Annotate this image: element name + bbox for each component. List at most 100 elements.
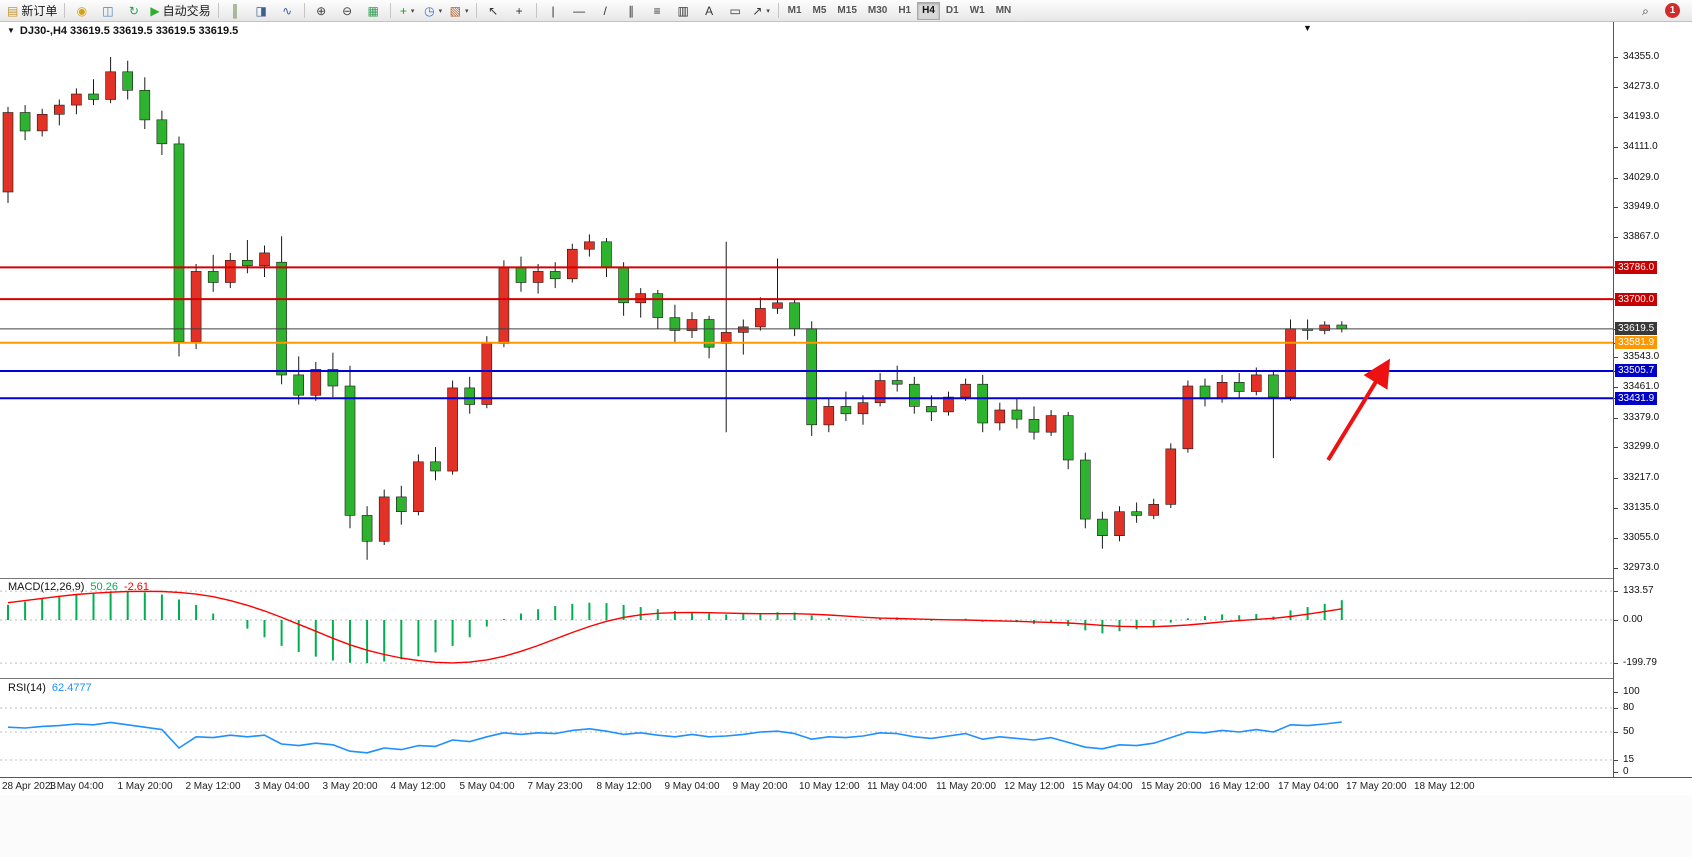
candle — [840, 406, 852, 415]
time-axis-label: 11 May 04:00 — [867, 781, 927, 792]
time-axis[interactable]: 28 Apr 2023 1 May 04:00 1 May 20:00 2 May 1… — [0, 777, 1692, 795]
candle — [498, 267, 510, 344]
macd-signal-line — [7, 590, 1342, 664]
line-chart-icon[interactable]: ∿ — [275, 1, 300, 21]
price-tag: 33619.5 — [1615, 322, 1658, 335]
candle — [190, 271, 202, 342]
price-axis[interactable]: 34355.0 34273.0 34193.0 34111.0 34029.0 33949… — [1613, 22, 1692, 777]
chart-area[interactable]: ▼ DJ30-,H4 33619.5 33619.5 33619.5 33619… — [0, 22, 1692, 795]
price-axis-label: 34193.0 — [1623, 111, 1660, 122]
timeframe-button-M5[interactable]: M5 — [812, 5, 827, 16]
candle — [549, 271, 561, 280]
candle — [994, 409, 1006, 424]
candle — [891, 380, 903, 385]
price-tag: 33505.7 — [1615, 364, 1658, 377]
toolbar-separator — [475, 3, 477, 18]
zoom-in-icon[interactable]: ⊕ — [309, 1, 334, 21]
chart-canvas[interactable] — [0, 22, 1613, 777]
macd-indicator-label: MACD(12,26,9) 50.26 -2.61 — [8, 581, 149, 593]
periods-icon: ◷ — [424, 3, 435, 18]
horizontal-line-icon[interactable]: — — [567, 1, 592, 21]
candle — [737, 326, 749, 333]
refresh-icon[interactable]: ↻ — [121, 1, 146, 21]
time-axis-label: 17 May 20:00 — [1346, 781, 1407, 792]
trend-arrow-annotation[interactable] — [1326, 358, 1391, 462]
periods-icon[interactable]: ◷ ▾ — [421, 1, 446, 21]
time-axis-label: 7 May 23:00 — [527, 781, 583, 792]
bar-chart-icon: ║ — [230, 3, 240, 18]
arrows-icon[interactable]: ↗ ▾ — [749, 1, 774, 21]
bar-chart-icon[interactable]: ║ — [223, 1, 248, 21]
candlestick-chart-icon[interactable]: ◨ — [249, 1, 274, 21]
timeframe-button-M15[interactable]: M15 — [837, 5, 857, 16]
axis-tick-mark — [1614, 57, 1618, 58]
timeframe-button-D1[interactable]: D1 — [945, 5, 959, 16]
candle — [1011, 409, 1023, 420]
toolbar-separator — [535, 3, 537, 18]
candle — [413, 461, 424, 512]
templates-icon[interactable]: ▧ ▾ — [447, 1, 472, 21]
chart-title: ▼ DJ30-,H4 33619.5 33619.5 33619.5 33619… — [7, 25, 238, 37]
chart-title-text: DJ30-,H4 33619.5 33619.5 33619.5 33619.5 — [19, 25, 239, 37]
timeframe-button-MN[interactable]: MN — [995, 5, 1012, 16]
cursor-icon[interactable]: ↖ — [481, 1, 506, 21]
indicators-icon[interactable]: + ▾ — [395, 1, 420, 21]
auto-trading-button[interactable]: ▶ 自动交易 — [147, 1, 213, 21]
timeframe-button-W1[interactable]: W1 — [969, 5, 985, 16]
trendline-icon[interactable]: / — [593, 1, 618, 21]
new-order-button[interactable]: ▤ 新订单 — [4, 1, 60, 21]
candle — [772, 302, 783, 309]
candle — [395, 496, 407, 512]
time-axis-label: 3 May 04:00 — [254, 781, 310, 792]
text-label-icon[interactable]: ▭ — [723, 1, 748, 21]
axis-tick-mark — [1614, 207, 1618, 208]
candle — [977, 383, 989, 424]
market-watch-icon[interactable]: ◉ — [69, 1, 94, 21]
candle — [755, 308, 766, 328]
text-icon[interactable]: A — [697, 1, 722, 21]
vertical-line-icon[interactable]: | — [541, 1, 566, 21]
time-axis-label: 10 May 12:00 — [799, 781, 860, 792]
crosshair-icon[interactable]: + — [507, 1, 532, 21]
timeframe-button-H4[interactable]: H4 — [917, 1, 940, 20]
axis-tick-mark — [1614, 447, 1618, 448]
time-axis-label: 15 May 20:00 — [1141, 781, 1202, 792]
candle — [1182, 385, 1194, 450]
candle — [2, 112, 14, 193]
price-axis-label: 33867.0 — [1623, 231, 1660, 242]
search-icon[interactable]: ⌕ — [1633, 1, 1658, 21]
macd-signal-value: -2.61 — [123, 581, 150, 593]
rsi-axis-label: 0 — [1623, 766, 1629, 777]
candle — [71, 93, 82, 106]
axis-tick-mark — [1614, 732, 1618, 733]
axis-tick-mark — [1614, 591, 1618, 592]
symbol-dropdown-icon[interactable]: ▼ — [7, 26, 15, 35]
zoom-out-icon[interactable]: ⊖ — [335, 1, 360, 21]
tile-windows-icon[interactable]: ▦ — [361, 1, 386, 21]
time-axis-label: 18 May 12:00 — [1414, 781, 1475, 792]
toolbar-separator — [217, 3, 219, 18]
candle — [481, 343, 493, 405]
channel-icon[interactable]: ∥ — [619, 1, 644, 21]
candle — [88, 93, 99, 100]
candle — [378, 496, 390, 542]
timeframe-button-H1[interactable]: H1 — [898, 5, 912, 16]
notification-badge[interactable]: 1 — [1665, 3, 1680, 18]
grid-icon[interactable]: ▥ — [671, 1, 696, 21]
time-axis-label: 5 May 04:00 — [459, 781, 515, 792]
time-axis-label: 1 May 04:00 — [48, 781, 104, 792]
candle — [259, 252, 270, 267]
timeframe-button-M1[interactable]: M1 — [787, 5, 802, 16]
time-axis-label: 3 May 20:00 — [322, 781, 378, 792]
fibonacci-icon[interactable]: ≡ — [645, 1, 670, 21]
time-axis-label: 4 May 12:00 — [390, 781, 446, 792]
timeframe-button-M30[interactable]: M30 — [867, 5, 888, 16]
chart-shift-marker[interactable]: ▼ — [1303, 23, 1312, 33]
axis-tick-mark — [1614, 357, 1618, 358]
candle — [242, 260, 253, 267]
price-axis-label: 33055.0 — [1623, 532, 1660, 543]
candlestick-chart-icon: ◨ — [255, 3, 267, 18]
auto-trading-button: ▶ — [150, 3, 160, 18]
community-icon[interactable]: ◫ — [95, 1, 120, 21]
